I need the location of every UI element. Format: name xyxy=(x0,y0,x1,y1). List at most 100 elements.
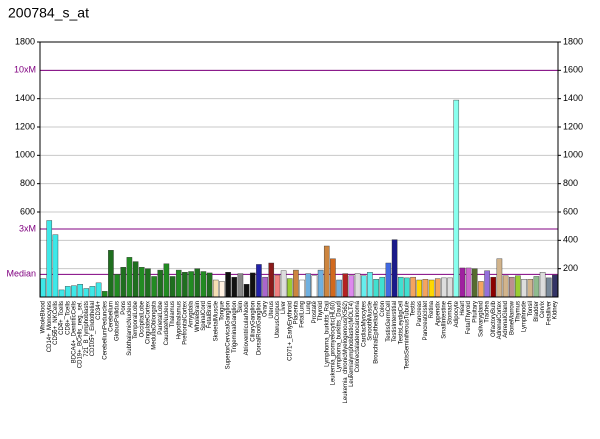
bar xyxy=(194,268,201,298)
x-tick-label: Hypothalamus xyxy=(176,301,182,339)
bar xyxy=(219,281,225,298)
x-tick-label: FetalLung xyxy=(300,301,306,328)
x-tick-label: AtrioventricularNode xyxy=(244,300,250,355)
y2-tick-label: 800 xyxy=(563,178,578,188)
x-tick-label: WholeBlood xyxy=(41,301,47,333)
x-tick-label: CD4+_Tcells xyxy=(59,301,65,335)
bar xyxy=(268,262,275,298)
x-tick-label: SpinalCord xyxy=(201,301,207,331)
bar xyxy=(231,276,238,298)
bar xyxy=(428,279,435,298)
y-tick-label: 1400 xyxy=(15,93,35,103)
reference-label: Median xyxy=(6,269,36,279)
x-tick-label: CD34+ xyxy=(96,301,102,320)
y2-tick-label: 1600 xyxy=(563,65,583,75)
bar xyxy=(533,276,540,298)
x-tick-label: BronchialEpithelialCells xyxy=(374,301,380,364)
x-tick-label: TestisSeminiferousTubule xyxy=(404,300,410,369)
bar xyxy=(367,272,373,298)
y-tick-label: 1000 xyxy=(15,150,35,160)
bar xyxy=(120,267,127,298)
bar xyxy=(459,267,466,298)
bar xyxy=(212,279,219,298)
bar xyxy=(545,277,552,298)
x-tick-label: Amygdala xyxy=(189,300,195,327)
bar xyxy=(101,291,108,298)
x-tick-label: Tongue xyxy=(219,300,225,320)
bar xyxy=(385,262,392,298)
x-tick-label: Bladder xyxy=(534,301,540,322)
x-tick-label: PancreaticIslet xyxy=(423,301,429,341)
y-tick-label: 1800 xyxy=(15,36,35,46)
bar xyxy=(188,271,194,298)
bar xyxy=(89,286,96,298)
x-tick-label: CD105+_Endothelial xyxy=(90,301,96,356)
bar xyxy=(138,267,145,298)
bar xyxy=(225,272,231,298)
bar xyxy=(342,273,349,298)
bar xyxy=(243,284,250,298)
bar xyxy=(336,279,342,298)
bar xyxy=(305,273,312,298)
bar xyxy=(108,250,114,298)
x-tick-label: CiliaryGanglion xyxy=(250,301,256,342)
x-tick-label: Stomach xyxy=(448,301,454,325)
bar xyxy=(360,275,367,298)
x-tick-label: Colorectaladenocarcinoma xyxy=(355,300,361,372)
x-tick-label: Fetalliver xyxy=(546,301,552,325)
bar xyxy=(330,258,336,298)
x-tick-label: BDCA4+_DentriticCells xyxy=(71,301,77,363)
bar xyxy=(508,276,515,298)
y2-tick-label: 1000 xyxy=(563,150,583,160)
x-tick-label: Uterus xyxy=(269,301,275,319)
x-tick-label: Cervix xyxy=(540,301,546,318)
bar xyxy=(175,269,182,298)
bar xyxy=(410,276,416,298)
x-tick-label: Lung xyxy=(306,301,312,314)
x-tick-label: Pons xyxy=(121,301,127,315)
chart-title: 200784_s_at xyxy=(8,5,89,21)
x-tick-label: Thyroid xyxy=(318,301,324,321)
x-tick-label: CaudateNucleus xyxy=(164,301,170,345)
x-tick-label: SuperiorCervicalGanglion xyxy=(226,301,232,369)
bar xyxy=(354,273,361,298)
x-tick-label: OlfactoryBulb xyxy=(491,300,497,337)
bar xyxy=(311,275,318,298)
y2-tick-label: 1200 xyxy=(563,121,583,131)
x-tick-label: CardiacMyocytes xyxy=(361,301,367,347)
x-tick-label: CerebellumPeduncles xyxy=(102,301,108,360)
bar xyxy=(249,272,256,298)
x-tick-label: Ovary xyxy=(263,301,269,317)
bar xyxy=(163,263,170,298)
x-tick-label: SmallIntestine xyxy=(441,300,447,338)
x-tick-label: Pituitary xyxy=(472,301,478,323)
x-tick-label: 721_B_lymphoblasts xyxy=(84,301,90,357)
x-tick-label: SmoothMuscle xyxy=(367,300,373,340)
x-tick-label: Lymphoma_burkitts_Raji xyxy=(324,301,330,367)
bar xyxy=(478,281,484,298)
x-tick-label: SubthalamicNucleus xyxy=(127,301,133,356)
bar xyxy=(64,286,71,298)
x-tick-label: PrefrontalCortex xyxy=(182,301,188,345)
x-tick-label: Adipocyte xyxy=(454,300,460,327)
x-tick-label: TemporalLobe xyxy=(133,300,139,339)
x-tick-label: Prostate xyxy=(312,300,318,323)
bar xyxy=(422,279,429,298)
bar xyxy=(274,274,281,298)
x-tick-label: TestisGermCell xyxy=(386,301,392,342)
x-tick-label: TrigeminalGanglion xyxy=(232,301,238,353)
bar xyxy=(397,276,404,298)
x-tick-label: UterusCorpus xyxy=(275,301,281,338)
x-tick-label: AdrenalCortex xyxy=(497,301,503,339)
y2-tick-label: 1800 xyxy=(563,36,583,46)
x-tick-label: Thymus xyxy=(515,301,521,322)
bar xyxy=(293,269,299,298)
bar xyxy=(145,268,151,298)
x-tick-label: Heart xyxy=(460,301,466,316)
x-tick-label: Lymphnode xyxy=(522,300,528,332)
bar xyxy=(157,269,164,298)
x-tick-label: Placenta xyxy=(293,300,299,324)
bar xyxy=(441,277,447,298)
y2-tick-label: 1400 xyxy=(563,93,583,103)
